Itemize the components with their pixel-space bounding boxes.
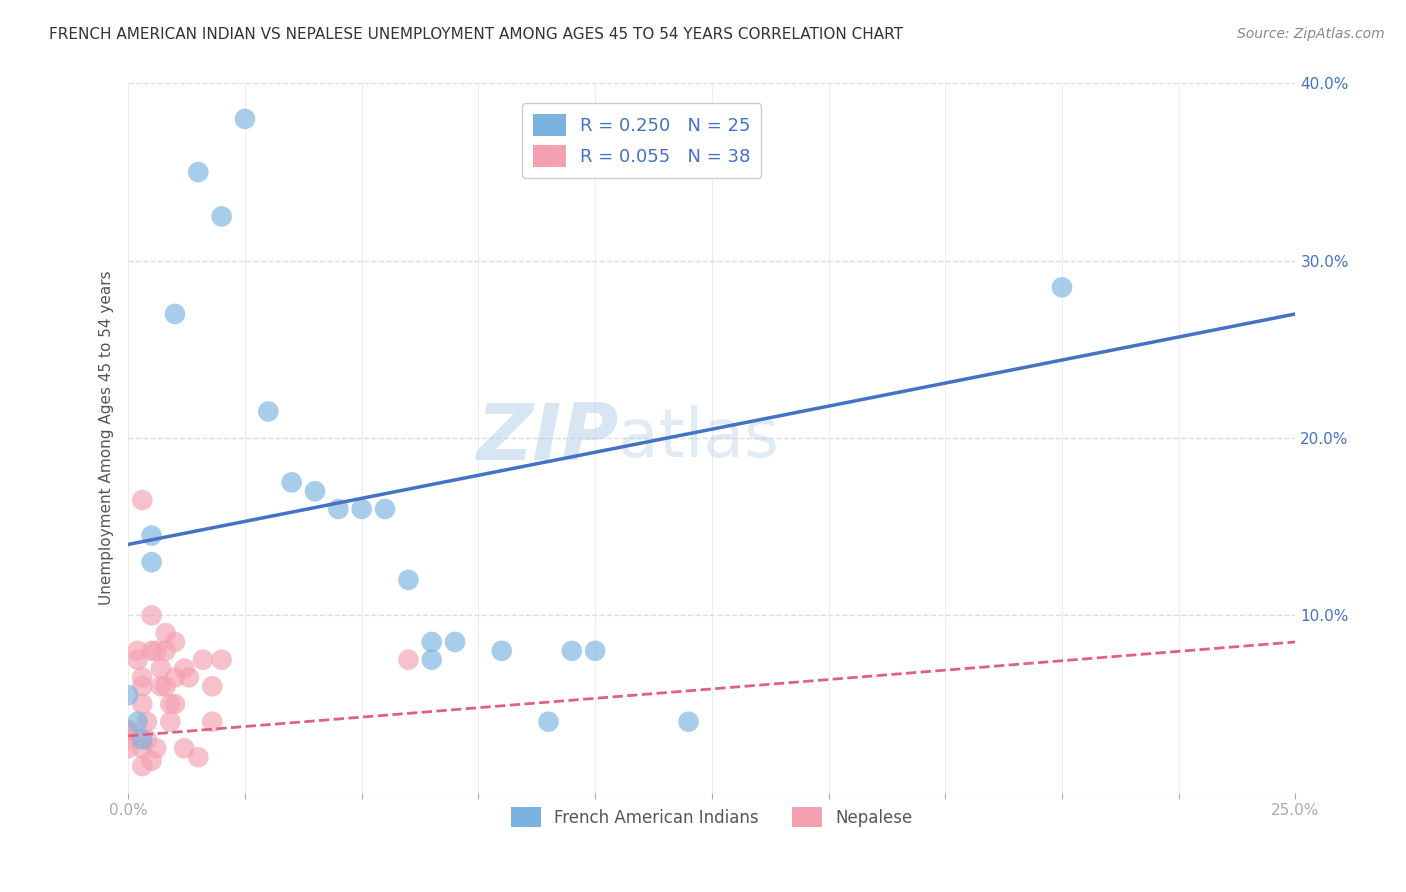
Point <box>328 502 350 516</box>
Point <box>257 404 280 418</box>
Point <box>173 661 195 675</box>
Point <box>131 493 153 508</box>
Point <box>280 475 302 490</box>
Point <box>396 573 419 587</box>
Point <box>420 653 443 667</box>
Point <box>117 723 139 738</box>
Point <box>131 741 153 756</box>
Point <box>211 210 233 224</box>
Point <box>159 697 181 711</box>
Point <box>233 112 256 126</box>
Point <box>141 644 163 658</box>
Point <box>141 608 163 623</box>
Point <box>155 644 177 658</box>
Point <box>374 502 396 516</box>
Point <box>141 528 163 542</box>
Point <box>191 653 214 667</box>
Point <box>678 714 700 729</box>
Point <box>491 644 513 658</box>
Point <box>537 714 560 729</box>
Point <box>117 741 139 756</box>
Point <box>149 661 172 675</box>
Point <box>127 714 149 729</box>
Point <box>145 644 167 658</box>
Text: ZIP: ZIP <box>477 400 619 476</box>
Point <box>131 697 153 711</box>
Point <box>117 723 139 738</box>
Point <box>131 759 153 773</box>
Point <box>420 635 443 649</box>
Point <box>201 714 224 729</box>
Point <box>131 670 153 684</box>
Point <box>149 679 172 693</box>
Point <box>173 741 195 756</box>
Point <box>135 714 157 729</box>
Point <box>163 670 186 684</box>
Point <box>201 679 224 693</box>
Point <box>444 635 467 649</box>
Point <box>187 750 209 764</box>
Point <box>117 688 139 702</box>
Legend: French American Indians, Nepalese: French American Indians, Nepalese <box>505 800 920 834</box>
Point <box>145 741 167 756</box>
Point <box>163 697 186 711</box>
Point <box>177 670 200 684</box>
Point <box>141 754 163 768</box>
Point <box>163 635 186 649</box>
Point <box>131 732 153 747</box>
Point <box>159 714 181 729</box>
Point <box>187 165 209 179</box>
Point <box>1050 280 1073 294</box>
Point <box>135 732 157 747</box>
Point <box>561 644 583 658</box>
Point <box>141 555 163 569</box>
Point <box>155 679 177 693</box>
Point <box>127 644 149 658</box>
Point <box>131 679 153 693</box>
Point <box>396 653 419 667</box>
Text: FRENCH AMERICAN INDIAN VS NEPALESE UNEMPLOYMENT AMONG AGES 45 TO 54 YEARS CORREL: FRENCH AMERICAN INDIAN VS NEPALESE UNEMP… <box>49 27 903 42</box>
Point <box>304 484 326 499</box>
Point <box>583 644 606 658</box>
Point <box>211 653 233 667</box>
Text: Source: ZipAtlas.com: Source: ZipAtlas.com <box>1237 27 1385 41</box>
Point <box>117 732 139 747</box>
Point <box>155 626 177 640</box>
Y-axis label: Unemployment Among Ages 45 to 54 years: Unemployment Among Ages 45 to 54 years <box>100 271 114 606</box>
Point <box>127 653 149 667</box>
Text: atlas: atlas <box>619 405 779 471</box>
Point <box>163 307 186 321</box>
Point <box>350 502 373 516</box>
